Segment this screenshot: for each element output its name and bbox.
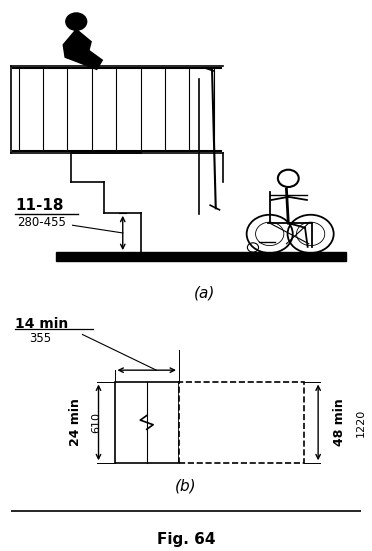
Text: 14 min: 14 min [15, 317, 68, 331]
Text: (b): (b) [175, 479, 197, 494]
Text: 24 min: 24 min [69, 398, 82, 446]
Text: 280-455: 280-455 [17, 215, 65, 229]
Text: (a): (a) [194, 286, 215, 301]
Text: 48 min: 48 min [333, 398, 346, 446]
Bar [56, 252, 346, 261]
Text: 610: 610 [92, 412, 102, 433]
Text: 355: 355 [29, 332, 51, 345]
Bar [179, 382, 304, 463]
Circle shape [66, 13, 87, 30]
Polygon shape [63, 29, 91, 63]
Text: Fig. 64: Fig. 64 [157, 532, 215, 548]
Bar [115, 382, 179, 463]
Polygon shape [65, 50, 102, 69]
Text: 1220: 1220 [356, 408, 366, 436]
Text: 11-18: 11-18 [15, 198, 63, 213]
